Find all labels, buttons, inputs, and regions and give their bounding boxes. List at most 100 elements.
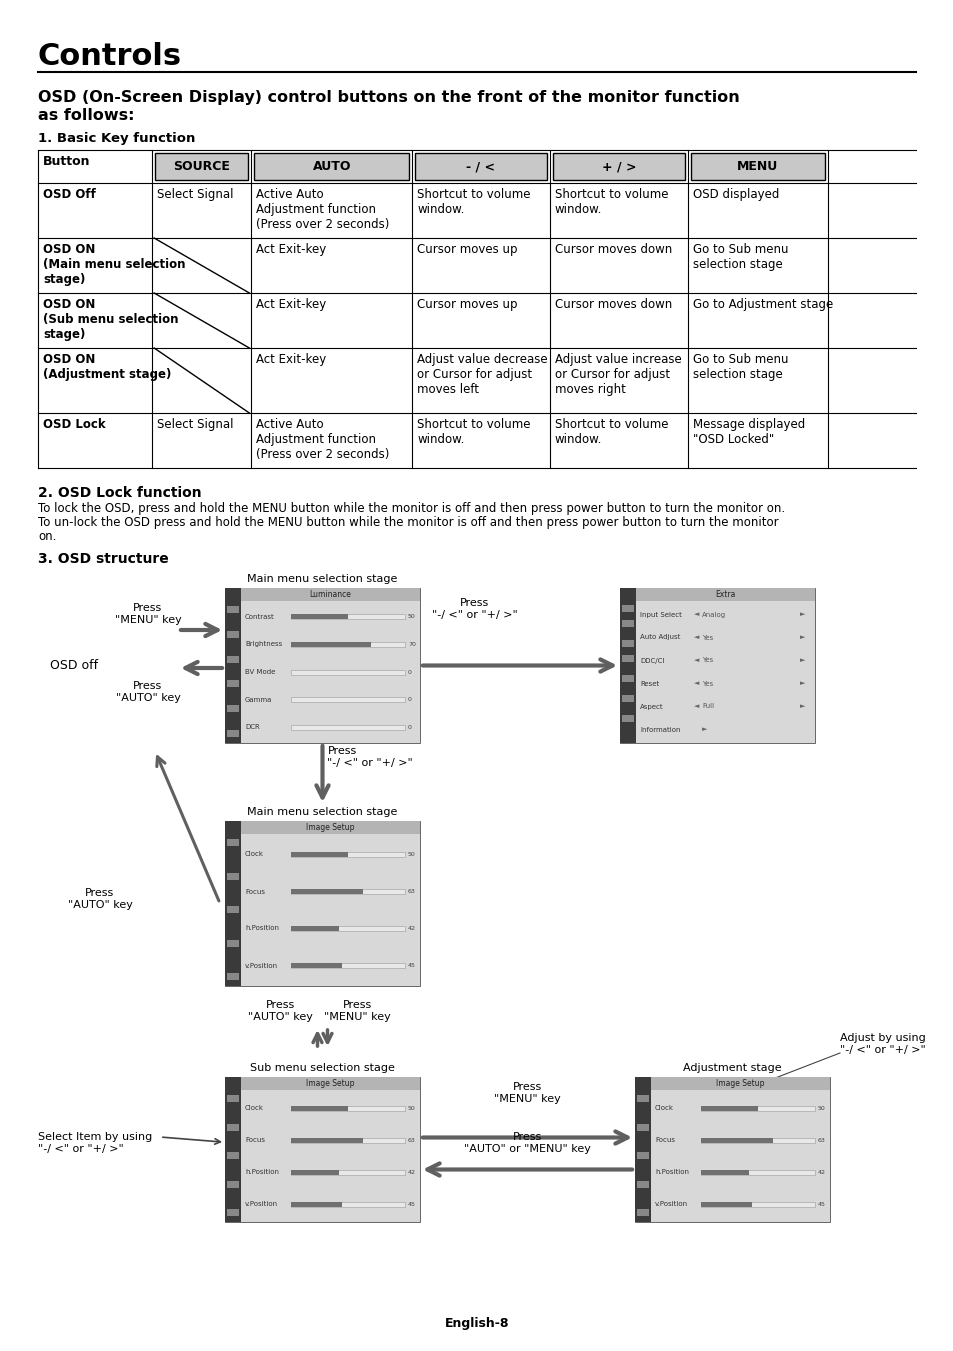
Text: Reset: Reset [639, 681, 659, 686]
Bar [291, 1201, 342, 1206]
Bar [227, 907, 239, 913]
Bar [241, 1077, 419, 1090]
Text: 63: 63 [408, 889, 416, 894]
Text: Information: Information [639, 727, 679, 732]
Bar [291, 1138, 405, 1143]
Bar [291, 642, 371, 647]
Text: Go to Sub menu
selection stage: Go to Sub menu selection stage [692, 353, 787, 381]
Bar [637, 1124, 648, 1131]
Bar [227, 1209, 239, 1216]
Text: 50: 50 [408, 852, 416, 857]
Text: ►: ► [800, 612, 804, 617]
Text: 50: 50 [408, 1105, 416, 1111]
Text: Shortcut to volume
window.: Shortcut to volume window. [555, 188, 668, 216]
Text: To lock the OSD, press and hold the MENU button while the monitor is off and the: To lock the OSD, press and hold the MENU… [38, 503, 784, 515]
Bar [225, 1077, 241, 1223]
Text: OSD displayed: OSD displayed [692, 188, 779, 201]
Text: ◄: ◄ [693, 635, 699, 640]
Text: Cursor moves down: Cursor moves down [555, 243, 672, 255]
Text: Main menu selection stage: Main menu selection stage [247, 807, 397, 817]
Bar [227, 1152, 239, 1159]
Text: Contrast: Contrast [245, 613, 274, 620]
Bar [637, 1152, 648, 1159]
Bar [621, 620, 634, 627]
Text: English-8: English-8 [444, 1317, 509, 1329]
Bar [291, 1138, 362, 1143]
Bar [291, 963, 342, 969]
Text: ►: ► [800, 635, 804, 640]
Text: ◄: ◄ [693, 681, 699, 686]
Bar [227, 839, 239, 846]
Bar [227, 1124, 239, 1131]
Bar [291, 925, 338, 931]
Bar [621, 640, 634, 647]
Bar [227, 939, 239, 947]
Bar [637, 1096, 648, 1102]
Text: Yes: Yes [701, 658, 713, 663]
Bar [635, 1077, 650, 1223]
Text: Auto Adjust: Auto Adjust [639, 635, 679, 640]
Text: Go to Adjustment stage: Go to Adjustment stage [692, 299, 832, 311]
Bar [621, 605, 634, 612]
Text: 45: 45 [408, 963, 416, 969]
Text: DCR: DCR [245, 724, 259, 730]
Text: Focus: Focus [245, 889, 265, 894]
Text: h.Position: h.Position [655, 1169, 688, 1175]
Text: Shortcut to volume
window.: Shortcut to volume window. [555, 417, 668, 446]
Bar [225, 588, 241, 743]
Bar [621, 715, 634, 721]
Text: 0: 0 [408, 697, 412, 703]
Text: Active Auto
Adjustment function
(Press over 2 seconds): Active Auto Adjustment function (Press o… [256, 188, 390, 231]
Text: Press
"MENU" key: Press "MENU" key [494, 1082, 560, 1104]
Bar [241, 821, 419, 834]
Bar [700, 1170, 748, 1174]
Text: Extra: Extra [715, 590, 735, 598]
Text: ◄: ◄ [693, 658, 699, 663]
Text: OSD Off: OSD Off [43, 188, 95, 201]
Text: Shortcut to volume
window.: Shortcut to volume window. [416, 417, 530, 446]
Text: 0: 0 [408, 724, 412, 730]
Text: ◄: ◄ [693, 612, 699, 617]
Text: OSD Lock: OSD Lock [43, 417, 106, 431]
Text: ►: ► [701, 727, 706, 732]
Bar [619, 588, 814, 743]
Bar [227, 1181, 239, 1188]
Bar [227, 1096, 239, 1102]
Bar [700, 1170, 814, 1174]
Text: as follows:: as follows: [38, 108, 134, 123]
Bar [291, 963, 405, 969]
Bar [227, 705, 239, 712]
Bar [241, 588, 419, 601]
Text: Input Select: Input Select [639, 612, 681, 617]
Bar [637, 1209, 648, 1216]
Text: Press
"AUTO" or "MENU" key: Press "AUTO" or "MENU" key [463, 1132, 590, 1154]
Bar [637, 1181, 648, 1188]
Bar [291, 889, 362, 894]
Text: Press
"MENU" key: Press "MENU" key [324, 1000, 391, 1021]
Text: Select Signal: Select Signal [157, 417, 233, 431]
Text: Yes: Yes [701, 681, 713, 686]
Text: Go to Sub menu
selection stage: Go to Sub menu selection stage [692, 243, 787, 272]
Text: OSD ON
(Adjustment stage): OSD ON (Adjustment stage) [43, 353, 172, 381]
Bar [700, 1138, 814, 1143]
Bar [636, 588, 814, 601]
Bar [227, 873, 239, 880]
Bar [155, 153, 248, 180]
Text: v.Position: v.Position [245, 962, 278, 969]
Text: BV Mode: BV Mode [245, 669, 275, 676]
Bar [291, 1170, 338, 1174]
Text: Button: Button [43, 155, 91, 168]
Text: Cursor moves up: Cursor moves up [416, 299, 517, 311]
Bar [227, 655, 239, 662]
Bar [291, 642, 405, 647]
Bar [291, 1201, 405, 1206]
Text: Adjust value increase
or Cursor for adjust
moves right: Adjust value increase or Cursor for adju… [555, 353, 680, 396]
Bar [621, 676, 634, 682]
Bar [700, 1201, 752, 1206]
Text: Select Signal: Select Signal [157, 188, 233, 201]
Text: + / >: + / > [601, 159, 636, 173]
Text: OSD off: OSD off [50, 659, 98, 671]
Bar [621, 694, 634, 703]
Text: 42: 42 [817, 1170, 825, 1174]
Text: - / <: - / < [466, 159, 495, 173]
